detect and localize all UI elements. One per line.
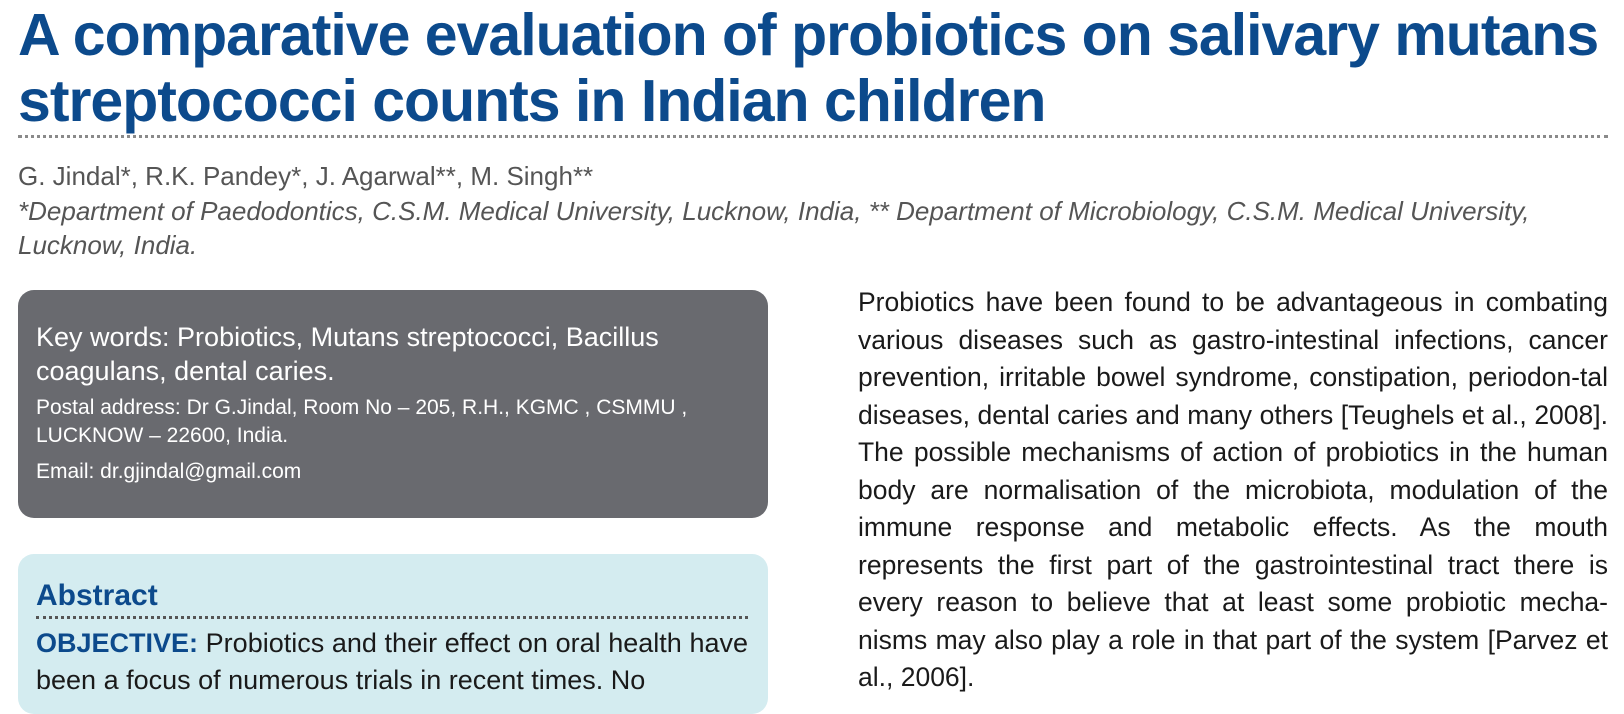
abstract-objective: OBJECTIVE: Probiotics and their effect o… [36, 625, 748, 699]
email-address[interactable]: Email: dr.gjindal@gmail.com [36, 460, 302, 483]
abstract-heading: Abstract [36, 579, 158, 612]
info-box: Key words: Probiotics, Mutans streptococ… [18, 290, 768, 518]
paper-title: A comparative evaluation of probiotics o… [18, 2, 1599, 134]
author-list: G. Jindal*, R.K. Pandey*, J. Agarwal**, … [18, 161, 594, 191]
postal-address: Postal address: Dr G.Jindal, Room No – 2… [36, 396, 688, 447]
body-paragraph: Probiotics have been found to be advanta… [858, 287, 1608, 692]
abstract-divider [36, 616, 748, 619]
objective-text: Probiotics and their effect on oral heal… [36, 628, 748, 695]
title-divider [18, 135, 1608, 138]
affiliations: *Department of Paedodontics, C.S.M. Medi… [18, 196, 1530, 260]
keywords: Key words: Probiotics, Mutans streptococ… [36, 322, 659, 386]
objective-label: OBJECTIVE: [36, 628, 199, 658]
abstract-box: Abstract OBJECTIVE: Probiotics and their… [18, 554, 768, 714]
